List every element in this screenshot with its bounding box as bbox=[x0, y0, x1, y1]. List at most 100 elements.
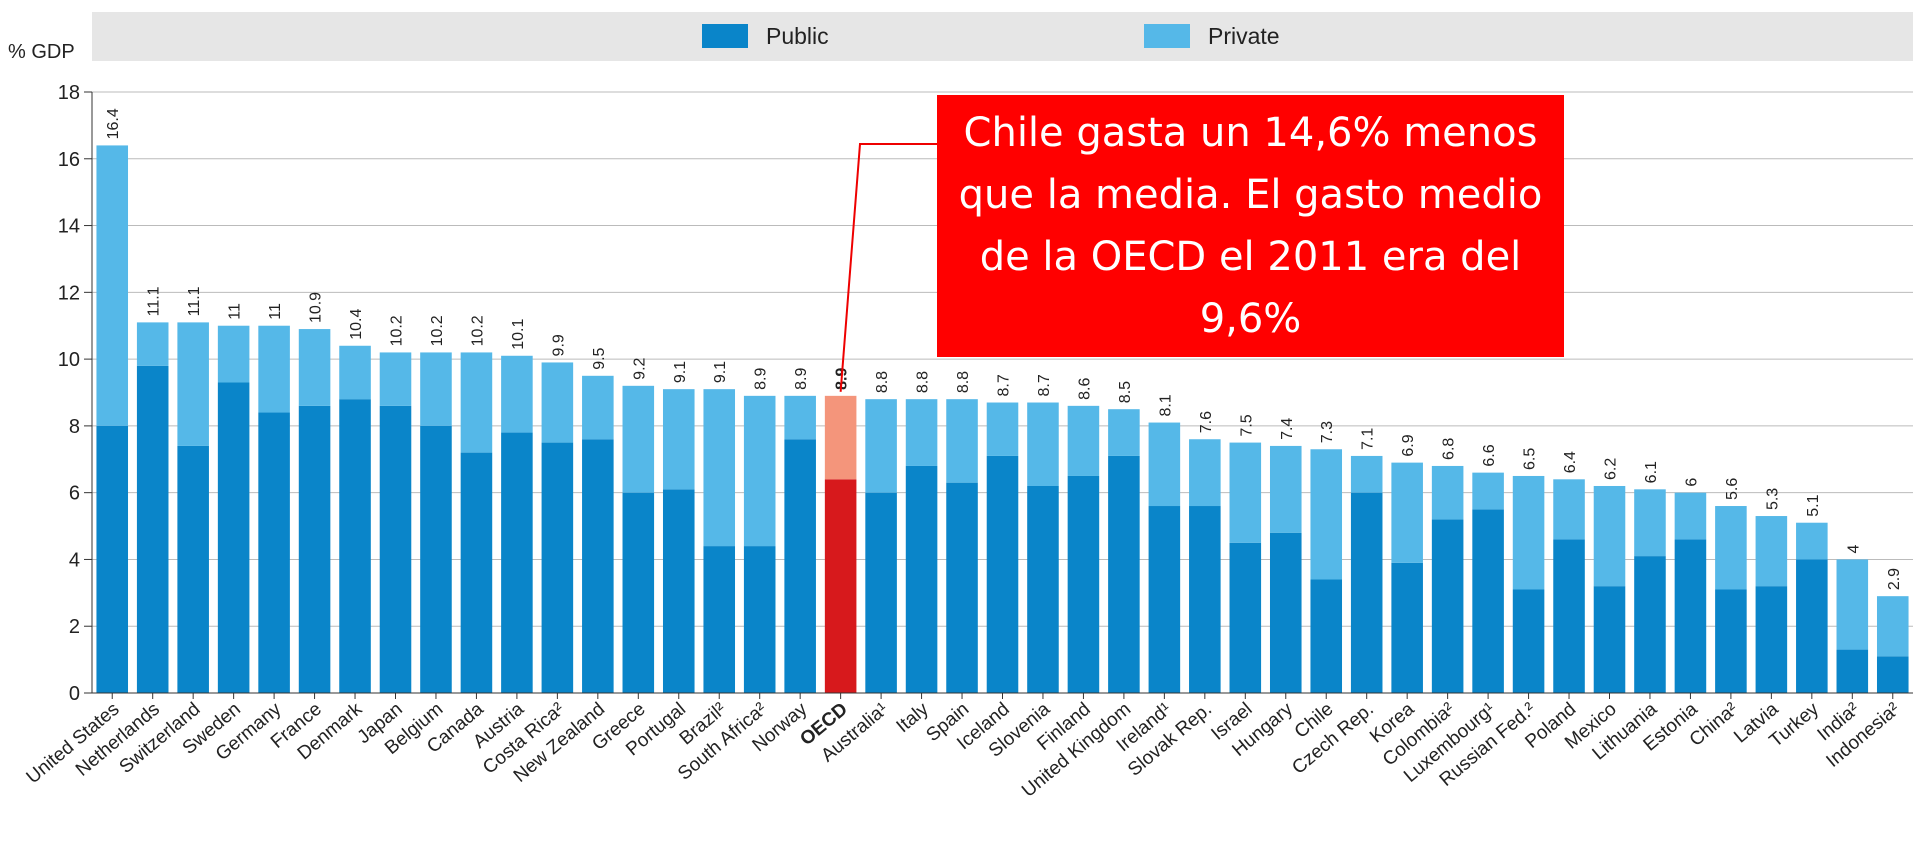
y-tick-label: 14 bbox=[58, 216, 80, 238]
bar-segment bbox=[379, 405, 412, 693]
bar-segment bbox=[258, 412, 290, 693]
value-label: 6.4 bbox=[1562, 451, 1579, 473]
bar-segment bbox=[1674, 492, 1707, 540]
bar-segment bbox=[1796, 522, 1828, 560]
bar-segment bbox=[946, 482, 978, 693]
y-tick-label: 8 bbox=[69, 416, 80, 438]
bar-segment bbox=[1229, 542, 1262, 693]
bar-segment bbox=[1553, 479, 1585, 540]
bar-segment bbox=[1836, 559, 1869, 650]
value-label: 10.2 bbox=[389, 315, 406, 346]
value-label: 2.9 bbox=[1886, 568, 1903, 590]
bar-segment bbox=[743, 546, 776, 693]
bar-segment bbox=[501, 355, 533, 433]
bar-segment bbox=[298, 405, 331, 693]
bar-segment bbox=[622, 385, 655, 493]
bar-segment bbox=[905, 399, 938, 466]
value-label: 11 bbox=[267, 303, 284, 320]
bar-segment bbox=[136, 322, 169, 366]
value-label: 8.8 bbox=[874, 371, 891, 393]
bar-segment bbox=[1027, 485, 1059, 693]
value-label: 6.1 bbox=[1643, 461, 1660, 483]
value-label: 6.9 bbox=[1400, 434, 1417, 456]
bar-segment bbox=[420, 425, 452, 693]
value-label: 10.2 bbox=[469, 315, 486, 346]
bar-segment bbox=[1876, 596, 1909, 657]
bar-segment bbox=[1796, 559, 1828, 693]
bar-segment bbox=[824, 395, 857, 480]
value-label: 8.8 bbox=[915, 371, 932, 393]
bar-segment bbox=[541, 362, 574, 443]
bar-segment bbox=[501, 432, 533, 693]
bar-segment bbox=[541, 442, 574, 693]
value-label: 11.1 bbox=[146, 286, 163, 316]
bar-segment bbox=[298, 329, 331, 406]
bar-segment bbox=[96, 145, 129, 426]
bar-segment bbox=[1269, 532, 1302, 693]
value-label: 8.8 bbox=[955, 371, 972, 393]
bar-segment bbox=[1715, 506, 1747, 590]
bar-segment bbox=[1553, 539, 1585, 693]
y-tick-label: 2 bbox=[69, 616, 80, 638]
bar-segment bbox=[1310, 449, 1343, 580]
legend-band bbox=[92, 12, 1913, 61]
value-label: 8.7 bbox=[1036, 374, 1053, 396]
value-label: 8.7 bbox=[996, 374, 1013, 396]
bar-segment bbox=[986, 402, 1019, 456]
bar-segment bbox=[1027, 402, 1059, 486]
value-label: 5.3 bbox=[1764, 488, 1781, 510]
value-label: 6.6 bbox=[1481, 444, 1498, 466]
bar-segment bbox=[1189, 506, 1221, 693]
bar-segment bbox=[420, 352, 452, 426]
value-label: 10.2 bbox=[429, 315, 446, 346]
value-label: 8.6 bbox=[1076, 378, 1093, 400]
bar-segment bbox=[1310, 579, 1343, 693]
bar-segment bbox=[1512, 589, 1545, 693]
bar-segment bbox=[1836, 649, 1869, 693]
bar-segment bbox=[1472, 472, 1504, 510]
value-label: 9.9 bbox=[550, 334, 567, 356]
bar-segment bbox=[1067, 405, 1100, 476]
bar-segment bbox=[1431, 519, 1464, 693]
bar-segment bbox=[784, 439, 816, 693]
bar-segment bbox=[1269, 445, 1302, 533]
value-label: 6.2 bbox=[1603, 458, 1620, 480]
bar-segment bbox=[339, 399, 371, 693]
bar-segment bbox=[177, 322, 209, 446]
value-label: 9.2 bbox=[631, 357, 648, 379]
bar-segment bbox=[1634, 489, 1666, 557]
bar-segment bbox=[662, 389, 695, 490]
bar-segment bbox=[1391, 462, 1423, 563]
bar-segment bbox=[622, 492, 655, 693]
bar-segment bbox=[1350, 455, 1383, 493]
bar-segment bbox=[1189, 439, 1221, 507]
value-label: 4 bbox=[1845, 544, 1862, 553]
value-label: 16.4 bbox=[105, 108, 122, 139]
bar-segment bbox=[784, 395, 816, 440]
legend-swatch bbox=[1144, 24, 1190, 48]
y-tick-label: 16 bbox=[58, 149, 80, 171]
value-label: 9.1 bbox=[712, 361, 729, 383]
bar-segment bbox=[1067, 475, 1100, 693]
y-tick-label: 10 bbox=[58, 349, 80, 371]
bar-segment bbox=[1472, 509, 1504, 693]
value-label: 8.9 bbox=[753, 367, 770, 389]
bar-segment bbox=[1229, 442, 1262, 543]
legend-label: Private bbox=[1208, 23, 1280, 49]
y-tick-label: 0 bbox=[69, 683, 80, 705]
value-label: 5.1 bbox=[1805, 494, 1822, 516]
y-tick-label: 12 bbox=[58, 282, 80, 304]
bar-segment bbox=[582, 439, 614, 693]
value-label: 6.5 bbox=[1522, 448, 1539, 470]
bar-segment bbox=[946, 399, 978, 483]
bar-segment bbox=[703, 389, 736, 547]
value-label: 7.3 bbox=[1319, 421, 1336, 443]
value-label: 10.1 bbox=[510, 319, 527, 350]
value-label: 5.6 bbox=[1724, 478, 1741, 500]
value-label: 7.1 bbox=[1360, 428, 1377, 450]
legend-label: Public bbox=[766, 23, 829, 49]
bar-segment bbox=[1108, 409, 1140, 456]
bar-segment bbox=[96, 425, 129, 693]
y-axis-label: % GDP bbox=[8, 41, 75, 63]
